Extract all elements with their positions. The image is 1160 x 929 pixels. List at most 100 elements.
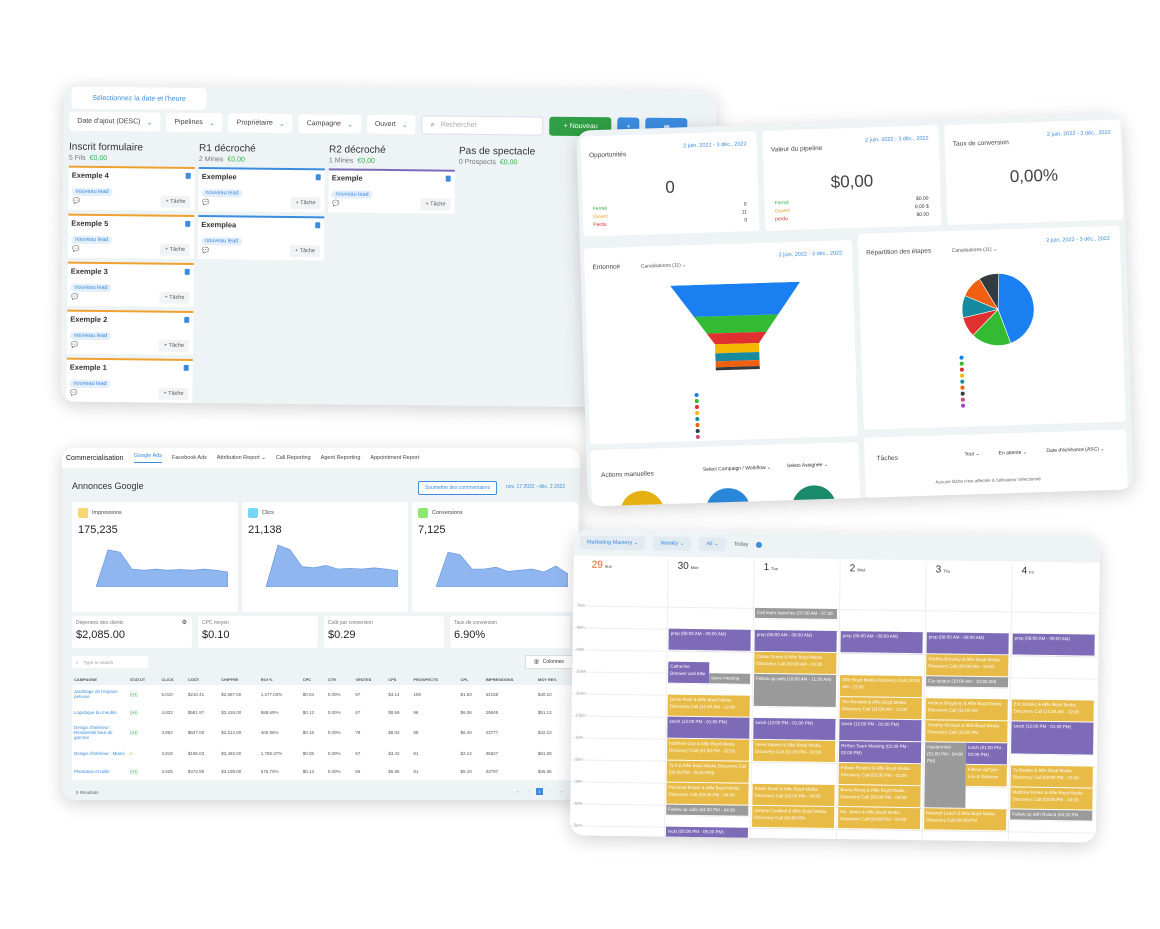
add-task-button[interactable]: + Tâche: [158, 339, 190, 352]
calendar-icon[interactable]: [185, 172, 191, 179]
report-tab[interactable]: Google Ads: [133, 453, 163, 463]
calendar-event[interactable]: prep (08:00 AM - 09:00 AM): [926, 632, 1009, 656]
column-header[interactable]: CAMPAGNE: [72, 674, 128, 685]
calendar-event[interactable]: Alfie Boyd Media Discovery Call (10:00 A…: [839, 675, 923, 699]
calendar-event[interactable]: lunch (12:00 PM - 01:30 PM): [1011, 721, 1094, 756]
opportunity-card[interactable]: Exemple 4 nouveau lead 💬 + Tâche: [68, 165, 195, 211]
calendar-event[interactable]: Timothy Michael & Alfie Boyd Media Disco…: [925, 720, 1008, 744]
owner-filter[interactable]: Propriétaire ⌄: [228, 113, 293, 133]
opportunity-card[interactable]: Exemple 5 nouveau lead 💬 + Tâche: [67, 213, 195, 259]
calendar-event[interactable]: nicki (05:00 PM - 05:30 PM): [665, 826, 749, 839]
calendar-icon[interactable]: [184, 316, 190, 323]
help-icon[interactable]: [756, 541, 763, 548]
view-select[interactable]: Weekly ⌄: [653, 536, 692, 551]
day-header[interactable]: 1 Tue: [764, 562, 778, 573]
day-header[interactable]: 2 Wed: [850, 563, 866, 574]
column-header[interactable]: STATUT: [128, 674, 160, 685]
page-button[interactable]: ‹: [527, 789, 530, 794]
add-task-button[interactable]: + Tâche: [160, 195, 191, 208]
calendar-event[interactable]: lunch (12:00 PM - 01:00 PM): [667, 716, 750, 740]
report-tab[interactable]: Agent Reporting: [320, 455, 361, 461]
column-header[interactable]: CLICS: [159, 674, 186, 685]
add-task-button[interactable]: + Tâche: [289, 244, 321, 258]
date-range-picker[interactable]: nov. 17 2022 - déc. 2 2022: [506, 484, 566, 490]
calendar-event[interactable]: Eric Brooks & Alfie Boyd Media Discovery…: [1011, 699, 1094, 723]
calendar-event[interactable]: lunch (01:00 PM - 02:00 PM): [965, 742, 1008, 766]
chat-icon[interactable]: 💬: [71, 294, 79, 301]
column-header[interactable]: CPS: [386, 674, 412, 685]
column-header[interactable]: CTR: [325, 674, 354, 685]
calendar-event[interactable]: Fabian Rossini & Alfie Boyd Media Discov…: [838, 763, 921, 787]
campaign-link[interactable]: Jardinage de l'espace pelouse: [74, 689, 118, 699]
calendar-event[interactable]: mastermind (01:00 PM - 04:00 PM): [924, 742, 967, 809]
calendar-select[interactable]: Marketing Mastery ⌄: [579, 535, 646, 551]
calendar-event[interactable]: steve meeting: [709, 673, 751, 685]
status-filter[interactable]: Ouvert ⌄: [366, 114, 416, 135]
calendar-event[interactable]: Andre Dunn & Alfie Boyd Media Discovery …: [752, 783, 835, 808]
day-header[interactable]: 4 Fri: [1022, 566, 1034, 577]
calendar-event[interactable]: Follow up calls (04:00 PM - 04:30: [666, 804, 749, 817]
calendar-icon[interactable]: [185, 220, 191, 227]
opportunity-card[interactable]: Exemple 2 nouveau lead 💬 + Tâche: [66, 309, 194, 355]
chat-icon[interactable]: 💬: [72, 198, 80, 205]
add-task-button[interactable]: + Tâche: [420, 198, 451, 211]
user-filter-select[interactable]: All ⌄: [699, 537, 726, 552]
calendar-icon[interactable]: [315, 174, 321, 181]
column-header[interactable]: IMPRESSIONS: [483, 674, 536, 685]
tasks-sort-select[interactable]: Date d'échéance (ASC) ⌄: [1046, 446, 1105, 455]
calendar-event[interactable]: Ms. Jones & Alfie Boyd Media Discovery C…: [838, 807, 921, 831]
calendar-icon[interactable]: [445, 175, 451, 182]
column-header[interactable]: VENTES: [353, 674, 387, 685]
calendar-event[interactable]: Ty Brooks & Alfie Boyd Media Discovery C…: [1010, 765, 1093, 789]
calendar-event[interactable]: Chase Green & Alfie Boyd Media Discovery…: [754, 651, 837, 676]
calendar-event[interactable]: Matthew Gay & Alfie Boyd Media Discovery…: [666, 738, 750, 762]
campaign-link[interactable]: Design d'intérieur : Résidentiel haut de…: [74, 725, 113, 740]
stages-pipeline-select[interactable]: Canalisations (11) ⌄: [951, 246, 998, 254]
calendar-event[interactable]: ReSun Team Meeting (01:00 PM - 02:00 PM): [838, 741, 922, 765]
opportunity-card[interactable]: Exemple 1 nouveau lead 💬 + Tâche: [66, 357, 193, 403]
day-header[interactable]: 29 Sun: [592, 560, 612, 571]
chat-icon[interactable]: 💬: [70, 342, 79, 349]
calendar-event[interactable]: Catherine Brouwer and Alfie: [668, 661, 710, 685]
calendar-event[interactable]: Bruno Wong & Alfie Boyd Media Discovery …: [838, 785, 921, 809]
feedback-button[interactable]: Soumettre des commentaires: [418, 481, 498, 495]
search-input[interactable]: ⌕ Rechercher: [421, 115, 544, 136]
pipelines-filter[interactable]: Pipelines ⌄: [166, 112, 223, 133]
add-task-button[interactable]: + Tâche: [290, 196, 321, 210]
calendar-event[interactable]: Matthew Brown & Alfie Boyd Media Discove…: [1010, 787, 1093, 811]
calendar-event[interactable]: lunch (12:00 PM - 01:00 PM): [753, 717, 836, 742]
opportunity-card[interactable]: Exemplea nouveau lead 💬 + Tâche: [197, 215, 325, 261]
settings-icon[interactable]: ⚙: [181, 620, 187, 626]
add-task-button[interactable]: + Tâche: [159, 243, 191, 256]
calendar-event[interactable]: Jeremy Cardinal & Alfie Boyd Media Disco…: [752, 805, 835, 829]
calendar-event[interactable]: Car detach (10:00 AM - 10:30 AM): [925, 676, 1009, 689]
sort-filter[interactable]: Date d'ajout (DESC) ⌄: [69, 111, 161, 132]
calendar-event[interactable]: prep (08:00 AM - 09:00 AM): [1012, 633, 1095, 657]
table-search-input[interactable]: ⌕ Type to search: [72, 656, 148, 668]
chat-icon[interactable]: 💬: [202, 200, 210, 207]
campaign-link[interactable]: Plantation et taille: [74, 768, 110, 774]
calendar-event[interactable]: prep (08:00 AM - 09:00 AM): [840, 631, 923, 655]
opportunity-card[interactable]: Exemplee nouveau lead 💬 + Tâche: [198, 167, 325, 213]
campaign-link[interactable]: Logistique du meuble: [74, 709, 117, 715]
tasks-filter-pending[interactable]: En attente ⌄: [998, 449, 1028, 457]
opportunity-card[interactable]: Exemple 3 nouveau lead 💬 + Tâche: [67, 261, 194, 307]
chat-icon[interactable]: 💬: [71, 246, 80, 253]
date-time-tab[interactable]: Sélectionnez la date et l'heure: [71, 86, 207, 111]
column-header[interactable]: MOY REV.: [535, 674, 574, 685]
column-header[interactable]: PROSPECTS: [411, 674, 459, 685]
calendar-event[interactable]: Follow up calls (10:00 AM - 11:30 AM): [753, 673, 837, 709]
column-header[interactable]: COÛT: [185, 674, 220, 685]
report-tab[interactable]: Appointment Report: [370, 455, 420, 461]
report-tab[interactable]: Call Reporting: [275, 455, 311, 461]
calendar-event[interactable]: Andrew Bregamy & Alfie Boyd Media Discov…: [925, 698, 1008, 722]
day-header[interactable]: 3 Thu: [936, 564, 951, 575]
calendar-event[interactable]: Call team searches (07:00 AM - 07:30: [754, 607, 838, 621]
page-button[interactable]: »: [560, 789, 563, 794]
campaign-filter[interactable]: Campagne ⌄: [298, 114, 361, 134]
calendar-icon[interactable]: [315, 222, 321, 229]
page-button[interactable]: ›: [549, 789, 552, 794]
calendar-event[interactable]: Follow up/Tyler Lee & Osborne: [965, 764, 1007, 788]
add-task-button[interactable]: + Tâche: [159, 291, 190, 304]
campaign-workflow-select[interactable]: Select Campaign / Workflow ⌄: [702, 464, 772, 473]
